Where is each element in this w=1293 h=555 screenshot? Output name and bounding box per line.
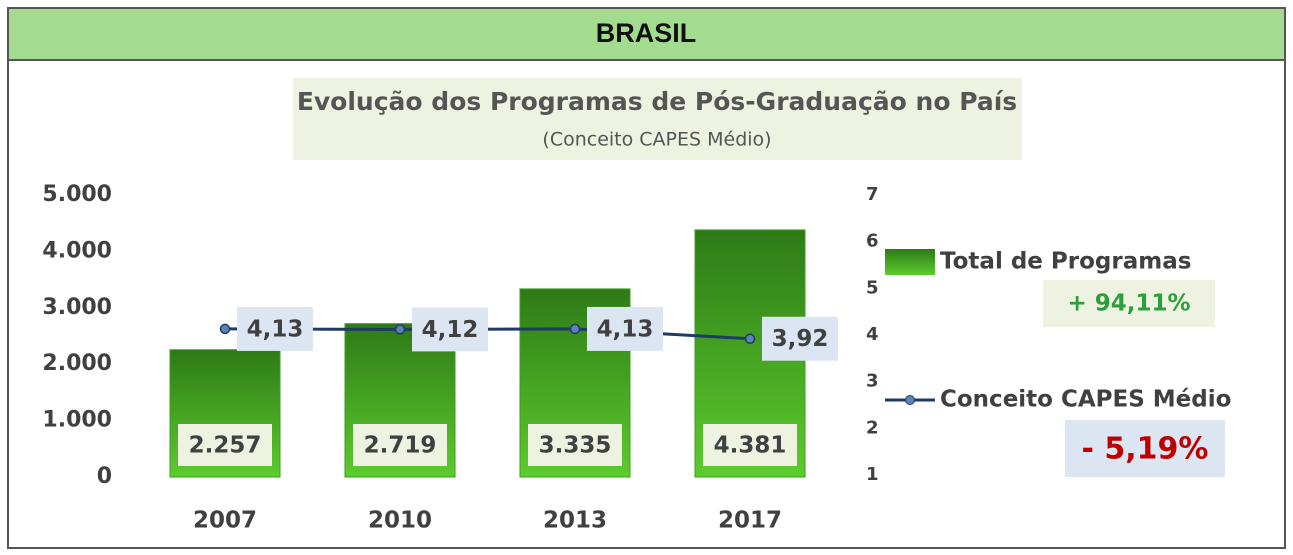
- title-box: [293, 78, 1022, 160]
- legend-label: Conceito CAPES Médio: [940, 387, 1231, 413]
- data-label: 4,13: [597, 316, 654, 342]
- legend-label: Total de Programas: [940, 249, 1191, 275]
- y2-tick-label: 3: [866, 371, 879, 392]
- y2-tick-label: 2: [866, 417, 879, 438]
- legend-swatch: [885, 249, 935, 275]
- marker: [569, 323, 581, 335]
- x-tick-label: 2010: [368, 508, 432, 534]
- y2-tick-label: 5: [866, 277, 879, 298]
- header: BRASIL: [596, 18, 697, 48]
- value-label-box: [178, 424, 272, 466]
- value-label: 4.381: [714, 433, 787, 459]
- chart-subtitle: (Conceito CAPES Médio): [542, 129, 771, 151]
- value-label: 2.719: [364, 433, 437, 459]
- y2-tick-label: 6: [866, 231, 879, 252]
- y-tick-label: 1.000: [42, 408, 112, 433]
- annotation-box: [1065, 420, 1225, 477]
- value-label-box: [528, 424, 622, 466]
- marker: [394, 324, 406, 335]
- annotation-box: [1043, 280, 1215, 327]
- y2-tick-label: 4: [866, 324, 879, 345]
- value-label-box: [703, 424, 797, 466]
- marker: [219, 323, 231, 335]
- data-label-box: [587, 306, 663, 351]
- legend-marker: [905, 395, 915, 405]
- x-tick-label: 2013: [543, 508, 607, 534]
- chart-title: Evolução dos Programas de Pós-Graduação …: [297, 87, 1017, 116]
- y-tick-label: 3.000: [42, 295, 112, 320]
- data-label: 4,13: [247, 316, 304, 342]
- data-label-box: [237, 306, 313, 351]
- value-label: 2.257: [189, 433, 262, 459]
- y-tick-label: 2.000: [42, 351, 112, 376]
- data-label: 3,92: [772, 326, 829, 352]
- annotation: - 5,19%: [1082, 432, 1209, 467]
- x-tick-label: 2007: [193, 508, 257, 534]
- data-label: 4,12: [422, 317, 479, 343]
- value-label-box: [353, 424, 447, 466]
- y-tick-label: 5.000: [42, 182, 112, 207]
- y2-tick-label: 1: [866, 464, 879, 485]
- data-label-box: [762, 316, 838, 361]
- x-tick-label: 2017: [718, 508, 782, 534]
- y-tick-label: 0: [97, 464, 112, 489]
- annotation: + 94,11%: [1067, 291, 1190, 317]
- marker: [744, 333, 756, 344]
- y2-tick-label: 7: [866, 184, 879, 205]
- header-bar: [7, 7, 1286, 61]
- data-label-box: [412, 307, 488, 352]
- value-label: 3.335: [539, 433, 612, 459]
- y-tick-label: 4.000: [42, 238, 112, 263]
